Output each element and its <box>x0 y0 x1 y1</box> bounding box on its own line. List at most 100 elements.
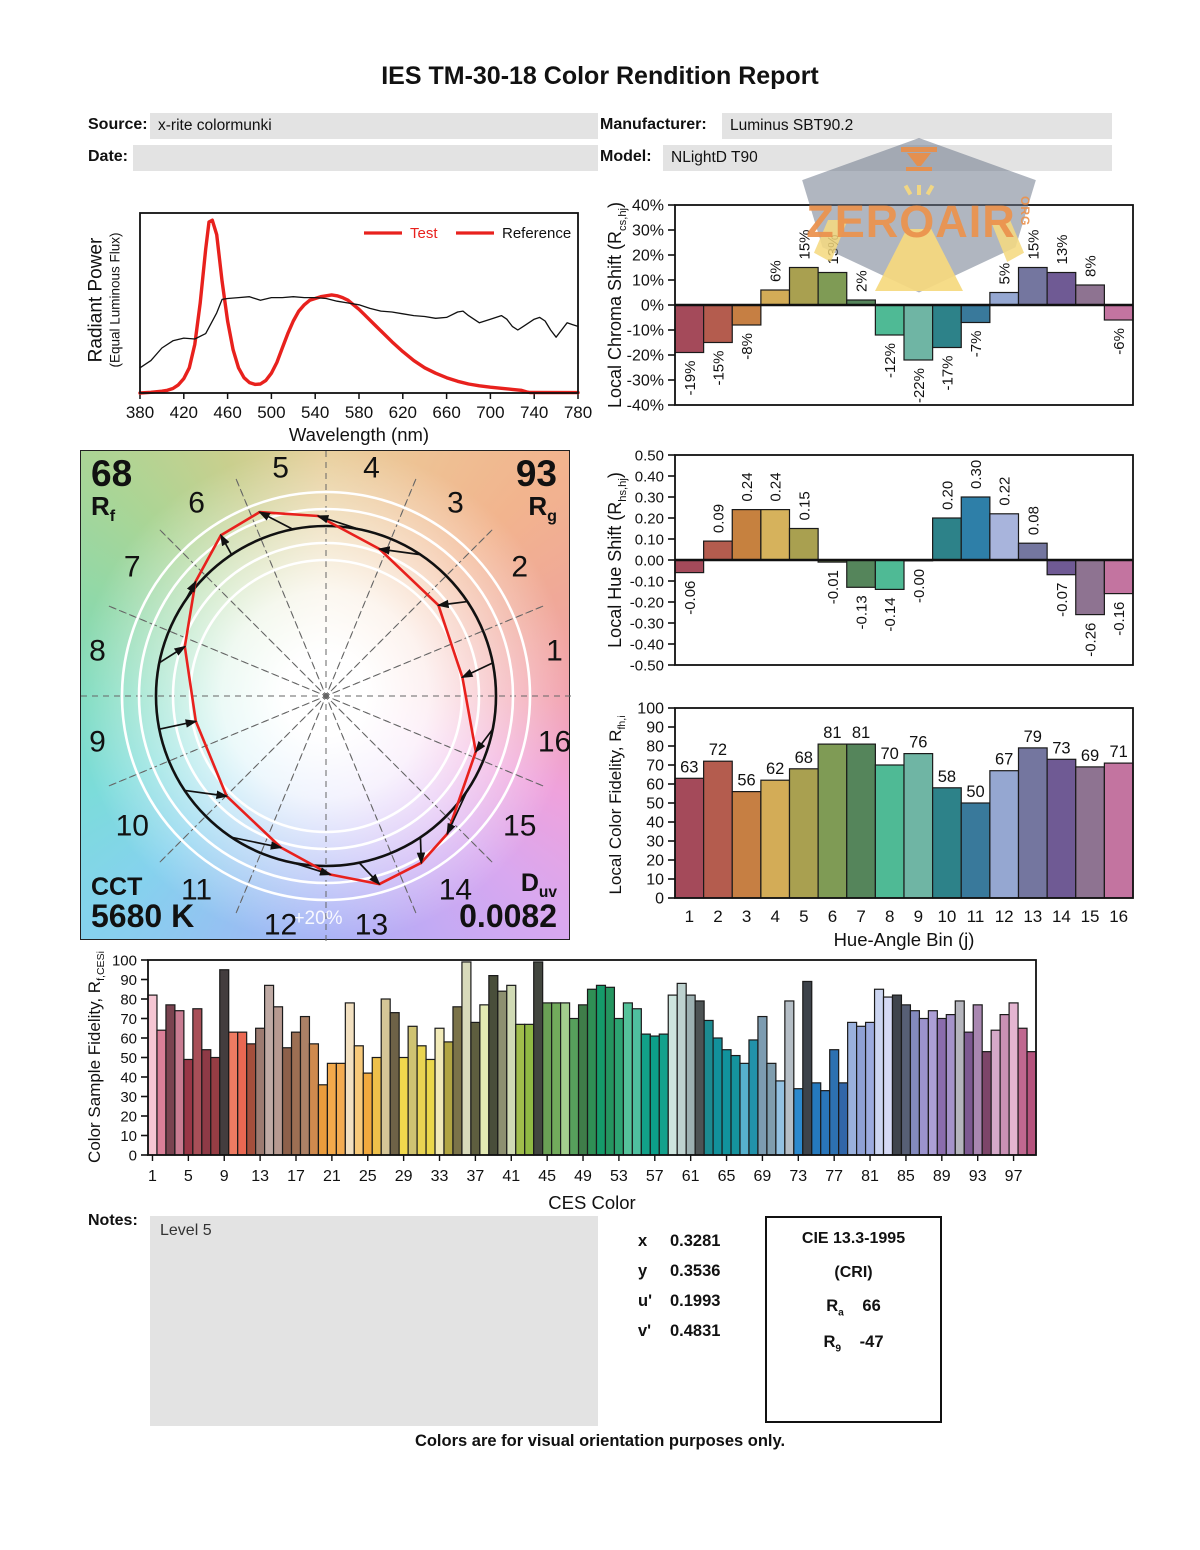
svg-text:-19%: -19% <box>682 361 699 396</box>
svg-text:10: 10 <box>937 907 956 926</box>
svg-text:53: 53 <box>610 1168 628 1185</box>
svg-text:-40%: -40% <box>627 398 664 415</box>
svg-text:-0.30: -0.30 <box>630 616 664 633</box>
local-chroma-shift-chart: 40% 30% 20% 10% 0% -10% -20% -30% -40% -19% -15% -8… <box>627 198 1134 415</box>
svg-text:1: 1 <box>685 907 694 926</box>
svg-text:60: 60 <box>646 777 664 794</box>
svg-text:6%: 6% <box>768 260 785 282</box>
svg-text:-0.40: -0.40 <box>630 637 664 654</box>
svg-text:6: 6 <box>828 907 837 926</box>
svg-text:0: 0 <box>655 891 664 908</box>
svg-text:0.24: 0.24 <box>739 472 756 501</box>
svg-text:-12%: -12% <box>882 343 899 378</box>
svg-text:-22%: -22% <box>911 368 928 403</box>
svg-text:15%: 15% <box>796 229 813 259</box>
svg-text:2: 2 <box>713 907 722 926</box>
svg-text:0: 0 <box>129 1148 137 1165</box>
svg-text:61: 61 <box>682 1168 700 1185</box>
chromaticity-x: x 0.3281 <box>638 1232 721 1250</box>
cri-r9-row: R9 -47 <box>823 1333 884 1355</box>
svg-text:30%: 30% <box>632 223 664 240</box>
svg-text:0.09: 0.09 <box>710 504 727 533</box>
svg-text:580: 580 <box>345 403 373 422</box>
svg-text:9: 9 <box>89 725 106 758</box>
svg-text:0.20: 0.20 <box>939 481 956 510</box>
svg-text:9: 9 <box>914 907 923 926</box>
svg-text:20: 20 <box>646 853 664 870</box>
svg-text:0.10: 0.10 <box>635 532 664 549</box>
svg-text:8: 8 <box>89 635 106 668</box>
svg-text:9: 9 <box>220 1168 229 1185</box>
svg-text:69: 69 <box>1081 747 1099 765</box>
svg-text:0.08: 0.08 <box>1025 506 1042 535</box>
svg-text:-0.06: -0.06 <box>682 581 699 615</box>
cri-box: CIE 13.3-1995 (CRI) Ra 66 R9 -47 <box>765 1216 942 1423</box>
svg-text:5: 5 <box>799 907 808 926</box>
svg-text:0.50: 0.50 <box>635 448 664 465</box>
svg-text:65: 65 <box>718 1168 736 1185</box>
svg-text:58: 58 <box>938 768 956 786</box>
svg-text:15%: 15% <box>1025 229 1042 259</box>
svg-text:72: 72 <box>709 741 727 759</box>
svg-text:0.20: 0.20 <box>635 511 664 528</box>
svg-text:-0.14: -0.14 <box>882 597 899 631</box>
source-field: x-rite colormunki <box>150 113 598 139</box>
svg-text:10%: 10% <box>632 273 664 290</box>
svg-text:93: 93 <box>969 1168 987 1185</box>
svg-text:100: 100 <box>112 953 137 970</box>
notes-label: Notes: <box>88 1212 138 1229</box>
svg-text:73: 73 <box>1052 739 1070 757</box>
svg-text:2%: 2% <box>854 270 871 292</box>
svg-text:420: 420 <box>170 403 198 422</box>
cri-title: CIE 13.3-1995 <box>801 1230 906 1247</box>
svg-text:56: 56 <box>737 772 755 790</box>
svg-text:4: 4 <box>770 907 779 926</box>
svg-text:11: 11 <box>967 907 985 926</box>
svg-text:7: 7 <box>124 551 141 584</box>
source-label: Source: <box>88 116 148 133</box>
svg-text:6: 6 <box>188 486 205 519</box>
svg-text:69: 69 <box>754 1168 772 1185</box>
svg-text:10: 10 <box>116 809 149 842</box>
rg-score: 93 Rg <box>515 453 557 525</box>
svg-text:Test: Test <box>410 225 438 242</box>
svg-text:-0.50: -0.50 <box>630 658 664 675</box>
svg-text:CES Color: CES Color <box>548 1192 635 1213</box>
svg-text:89: 89 <box>933 1168 951 1185</box>
svg-text:-30%: -30% <box>627 373 664 390</box>
local-hue-shift-chart: 0.50 0.40 0.30 0.20 0.10 0.00 -0.10 -0.20 -0.30 -… <box>630 448 1134 675</box>
svg-text:13: 13 <box>355 909 388 942</box>
svg-text:81: 81 <box>823 724 841 742</box>
svg-text:740: 740 <box>520 403 548 422</box>
cct-readout: CCT 5680 K <box>91 872 195 935</box>
svg-text:Wavelength (nm): Wavelength (nm) <box>289 424 429 445</box>
svg-text:30: 30 <box>646 834 664 851</box>
svg-text:-15%: -15% <box>710 351 727 386</box>
svg-text:67: 67 <box>995 751 1013 769</box>
svg-text:76: 76 <box>909 734 927 752</box>
svg-text:5%: 5% <box>997 263 1014 285</box>
svg-text:73: 73 <box>789 1168 807 1185</box>
svg-text:97: 97 <box>1005 1168 1023 1185</box>
svg-text:620: 620 <box>389 403 417 422</box>
svg-text:12: 12 <box>264 909 297 942</box>
svg-text:-7%: -7% <box>968 331 985 358</box>
svg-text:25: 25 <box>359 1168 377 1185</box>
svg-text:68: 68 <box>795 749 813 767</box>
cri-ra-row: Ra 66 <box>826 1297 881 1319</box>
rf-score: 68 Rf <box>91 453 133 525</box>
svg-text:0.15: 0.15 <box>796 491 813 520</box>
svg-text:5: 5 <box>184 1168 193 1185</box>
cri-subtitle: (CRI) <box>834 1264 873 1281</box>
svg-text:40%: 40% <box>632 198 664 215</box>
color-vector-graphic: +20% 1 2 3 4 5 6 7 8 9 10 11 12 13 14 15 16 68 Rf 93 Rg … <box>80 450 571 942</box>
svg-text:13%: 13% <box>825 234 842 264</box>
svg-text:100: 100 <box>637 701 664 718</box>
source-value: x-rite colormunki <box>158 117 272 134</box>
svg-text:10: 10 <box>120 1128 137 1145</box>
chromaticity-u: u' 0.1993 <box>638 1292 721 1310</box>
svg-text:60: 60 <box>120 1031 137 1048</box>
